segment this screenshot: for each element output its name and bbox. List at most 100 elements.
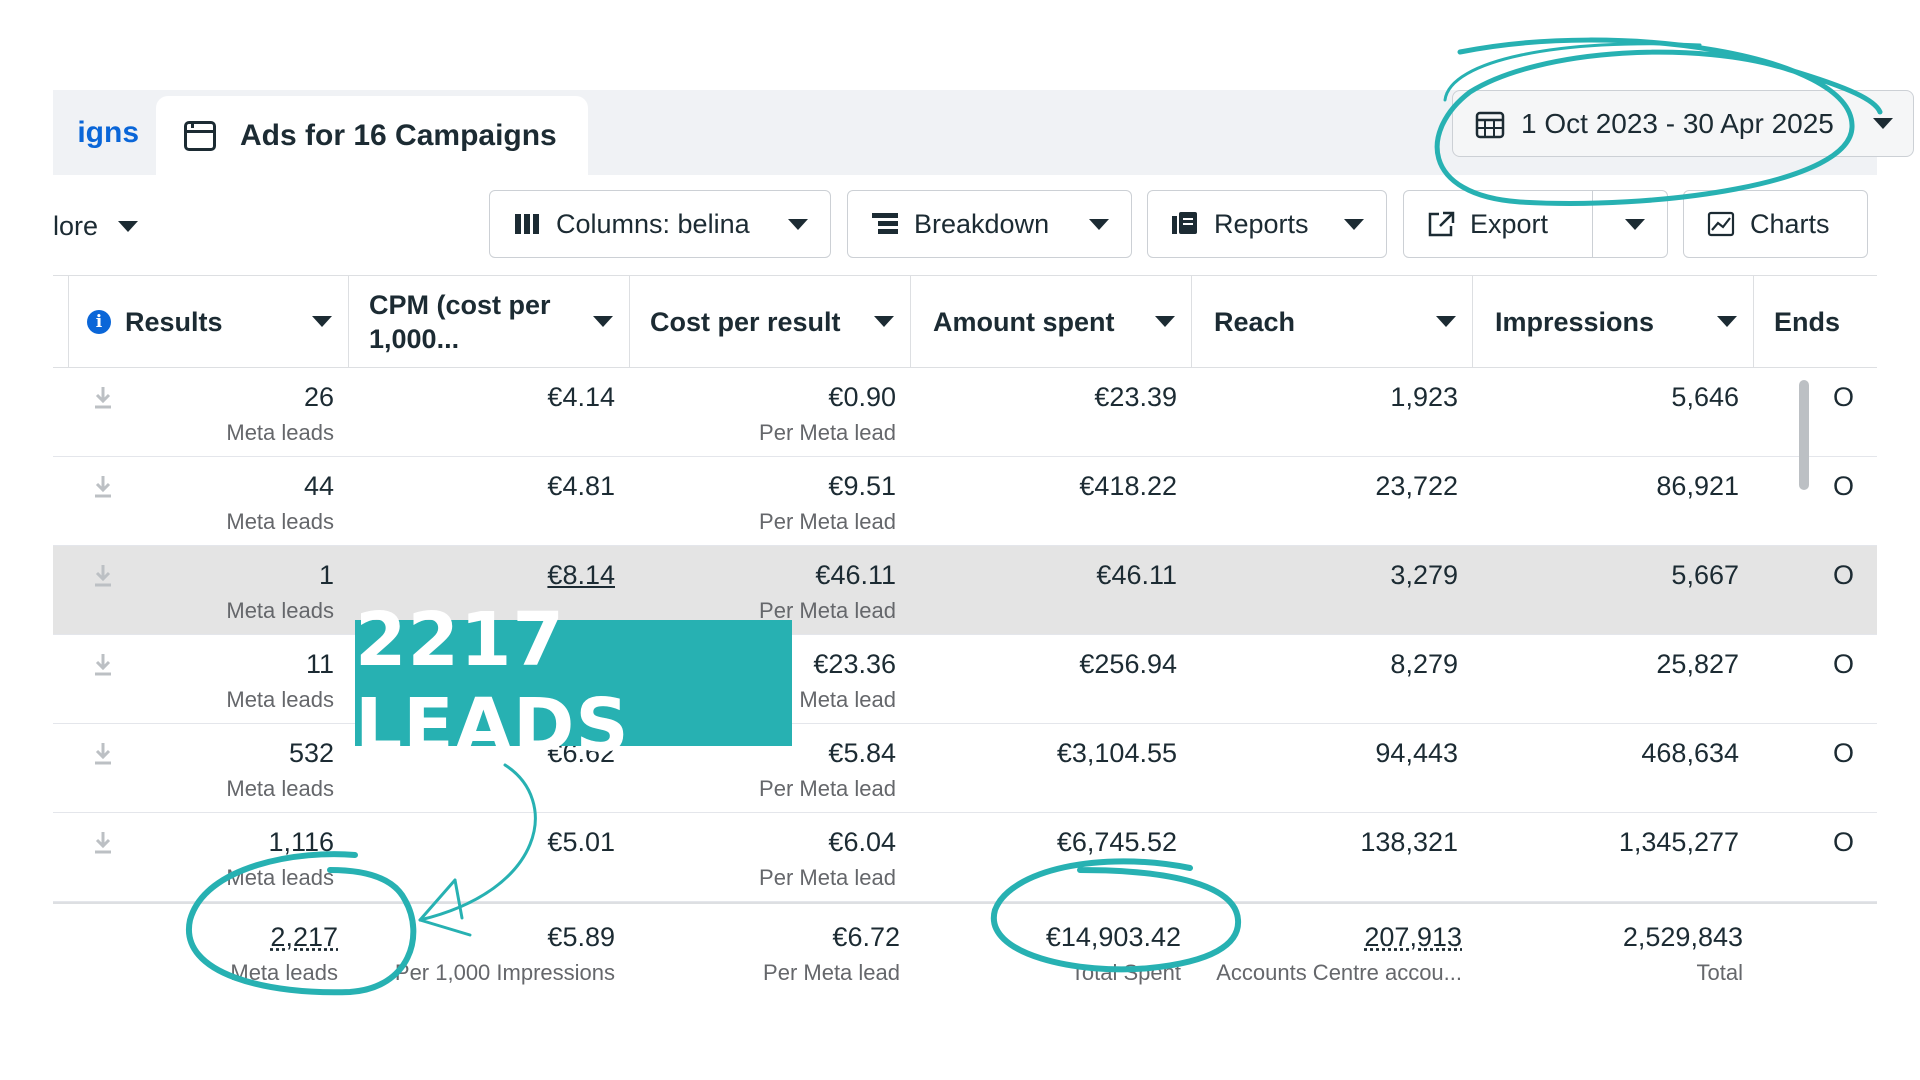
- download-icon[interactable]: [91, 384, 115, 412]
- impressions-value: 86,921: [1656, 471, 1739, 501]
- results-value: 532: [288, 738, 334, 768]
- table-row[interactable]: 1 Meta leads €8.14 €46.11 Per Meta lead €4…: [53, 546, 1877, 635]
- cpr-unit: Per Meta lead: [759, 420, 896, 445]
- reach-value: 94,443: [1375, 738, 1458, 768]
- export-label: Export: [1470, 208, 1549, 239]
- sort-chevron-icon[interactable]: [593, 316, 613, 327]
- chevron-down-icon: [788, 218, 808, 230]
- sort-chevron-icon[interactable]: [1155, 316, 1175, 327]
- export-button[interactable]: Export: [1403, 190, 1668, 258]
- download-icon[interactable]: [91, 829, 115, 857]
- cell-cost-per-result: €46.11 Per Meta lead: [629, 546, 910, 634]
- cell-cost-per-result: €9.51 Per Meta lead: [629, 457, 910, 545]
- ends-value: O: [1833, 382, 1855, 412]
- results-unit: Meta leads: [226, 420, 334, 445]
- cpr-value: €5.84: [828, 738, 896, 768]
- leads-callout-text: 2217 LEADS: [355, 597, 630, 769]
- cell-cost-per-result: €6.04 Per Meta lead: [629, 813, 910, 901]
- charts-button[interactable]: Charts: [1683, 190, 1868, 258]
- cell-impressions: 468,634: [1472, 724, 1753, 812]
- total-cpr-unit: Per Meta lead: [763, 960, 900, 985]
- cell-amount-spent: €256.94: [910, 635, 1191, 723]
- export-dropdown-icon[interactable]: [1625, 218, 1645, 230]
- cell-results: 11 Meta leads: [68, 635, 348, 723]
- header-cpm-label: CPM (cost per 1,000...: [369, 288, 551, 356]
- table-row[interactable]: 11 Meta leads €23.36 Meta lead €256.94 8,2…: [53, 635, 1877, 724]
- header-ends-label: Ends: [1774, 306, 1841, 337]
- more-button[interactable]: lore: [53, 201, 139, 251]
- table-row[interactable]: 532 Meta leads €6.62 €5.84 Per Meta lead €…: [53, 724, 1877, 813]
- total-cpr-value: €6.72: [832, 922, 900, 952]
- cell-amount-spent: €6,745.52: [910, 813, 1191, 901]
- cell-ends: O: [1753, 457, 1877, 545]
- cell-cpm: €5.01: [348, 813, 629, 901]
- total-impressions-unit: Total: [1696, 960, 1743, 985]
- header-cpm[interactable]: CPM (cost per 1,000...: [348, 276, 629, 367]
- download-icon[interactable]: [91, 562, 115, 590]
- cell-cost-per-result: €0.90 Per Meta lead: [629, 368, 910, 456]
- ends-value: O: [1833, 560, 1855, 590]
- table-row[interactable]: 44 Meta leads €4.81 €9.51 Per Meta lead €4…: [53, 457, 1877, 546]
- spent-value: €6,745.52: [1056, 827, 1177, 857]
- total-cpm: €5.89 Per 1,000 Impressions: [348, 904, 629, 992]
- reach-value: 138,321: [1360, 827, 1458, 857]
- download-icon[interactable]: [91, 651, 115, 679]
- breakdown-button[interactable]: Breakdown: [847, 190, 1132, 258]
- cell-impressions: 25,827: [1472, 635, 1753, 723]
- cpr-value: €46.11: [815, 560, 896, 590]
- tab-ads[interactable]: Ads for 16 Campaigns: [156, 96, 588, 175]
- results-value: 26: [303, 382, 334, 412]
- cpr-value: €9.51: [828, 471, 896, 501]
- cpr-unit: Per Meta lead: [759, 865, 896, 890]
- cpr-unit: Per Meta lead: [759, 598, 896, 623]
- reach-value: 3,279: [1390, 560, 1458, 590]
- cell-impressions: 86,921: [1472, 457, 1753, 545]
- total-cost-per-result: €6.72 Per Meta lead: [629, 904, 914, 992]
- header-cost-per-result[interactable]: Cost per result: [629, 276, 910, 367]
- header-ends[interactable]: Ends: [1753, 276, 1877, 367]
- cell-ends: O: [1753, 546, 1877, 634]
- cpr-unit: Per Meta lead: [759, 509, 896, 534]
- sort-chevron-icon[interactable]: [874, 316, 894, 327]
- date-range-picker[interactable]: 1 Oct 2023 - 30 Apr 2025: [1452, 90, 1914, 157]
- breakdown-label: Breakdown: [914, 208, 1050, 239]
- columns-button[interactable]: Columns: belina: [489, 190, 831, 258]
- header-amount-spent[interactable]: Amount spent: [910, 276, 1191, 367]
- download-icon[interactable]: [91, 473, 115, 501]
- info-icon[interactable]: i: [87, 309, 111, 334]
- table-row[interactable]: 1,116 Meta leads €5.01 €6.04 Per Meta lead…: [53, 813, 1877, 902]
- cell-results: 1,116 Meta leads: [68, 813, 348, 901]
- table-row[interactable]: 26 Meta leads €4.14 €0.90 Per Meta lead €2…: [53, 368, 1877, 457]
- breakdown-icon: [872, 213, 898, 234]
- sort-chevron-icon[interactable]: [1717, 316, 1737, 327]
- sort-chevron-icon[interactable]: [1436, 316, 1456, 327]
- sort-chevron-icon[interactable]: [312, 316, 332, 327]
- calendar-icon: [1475, 111, 1505, 138]
- download-icon[interactable]: [91, 740, 115, 768]
- cpm-value-link[interactable]: €8.14: [547, 560, 615, 590]
- cell-cpm[interactable]: €8.14: [348, 546, 629, 634]
- results-unit: Meta leads: [226, 598, 334, 623]
- spent-value: €46.11: [1096, 560, 1177, 590]
- cell-ends: O: [1753, 724, 1877, 812]
- leads-callout-badge: 2217 LEADS: [355, 597, 792, 769]
- header-reach[interactable]: Reach: [1191, 276, 1472, 367]
- cell-reach: 3,279: [1191, 546, 1472, 634]
- tab-campaigns[interactable]: igns: [53, 90, 139, 175]
- chevron-down-icon: [1873, 118, 1893, 129]
- ends-value: O: [1833, 649, 1855, 679]
- total-reach: 207,913 Accounts Centre accou...: [1191, 904, 1476, 992]
- tab-ads-label: Ads for 16 Campaigns: [240, 118, 557, 152]
- export-icon: [1428, 211, 1455, 237]
- cpm-value: €5.01: [547, 827, 615, 857]
- header-impressions[interactable]: Impressions: [1472, 276, 1753, 367]
- results-value: 11: [305, 649, 334, 679]
- reports-icon: [1172, 212, 1197, 234]
- chevron-down-icon: [1089, 218, 1109, 230]
- results-unit: Meta leads: [226, 865, 334, 890]
- cell-ends: O: [1753, 813, 1877, 901]
- cell-ends: O: [1753, 635, 1877, 723]
- reports-button[interactable]: Reports: [1147, 190, 1387, 258]
- header-results[interactable]: i Results: [68, 276, 348, 367]
- vertical-scrollbar[interactable]: [1799, 380, 1809, 490]
